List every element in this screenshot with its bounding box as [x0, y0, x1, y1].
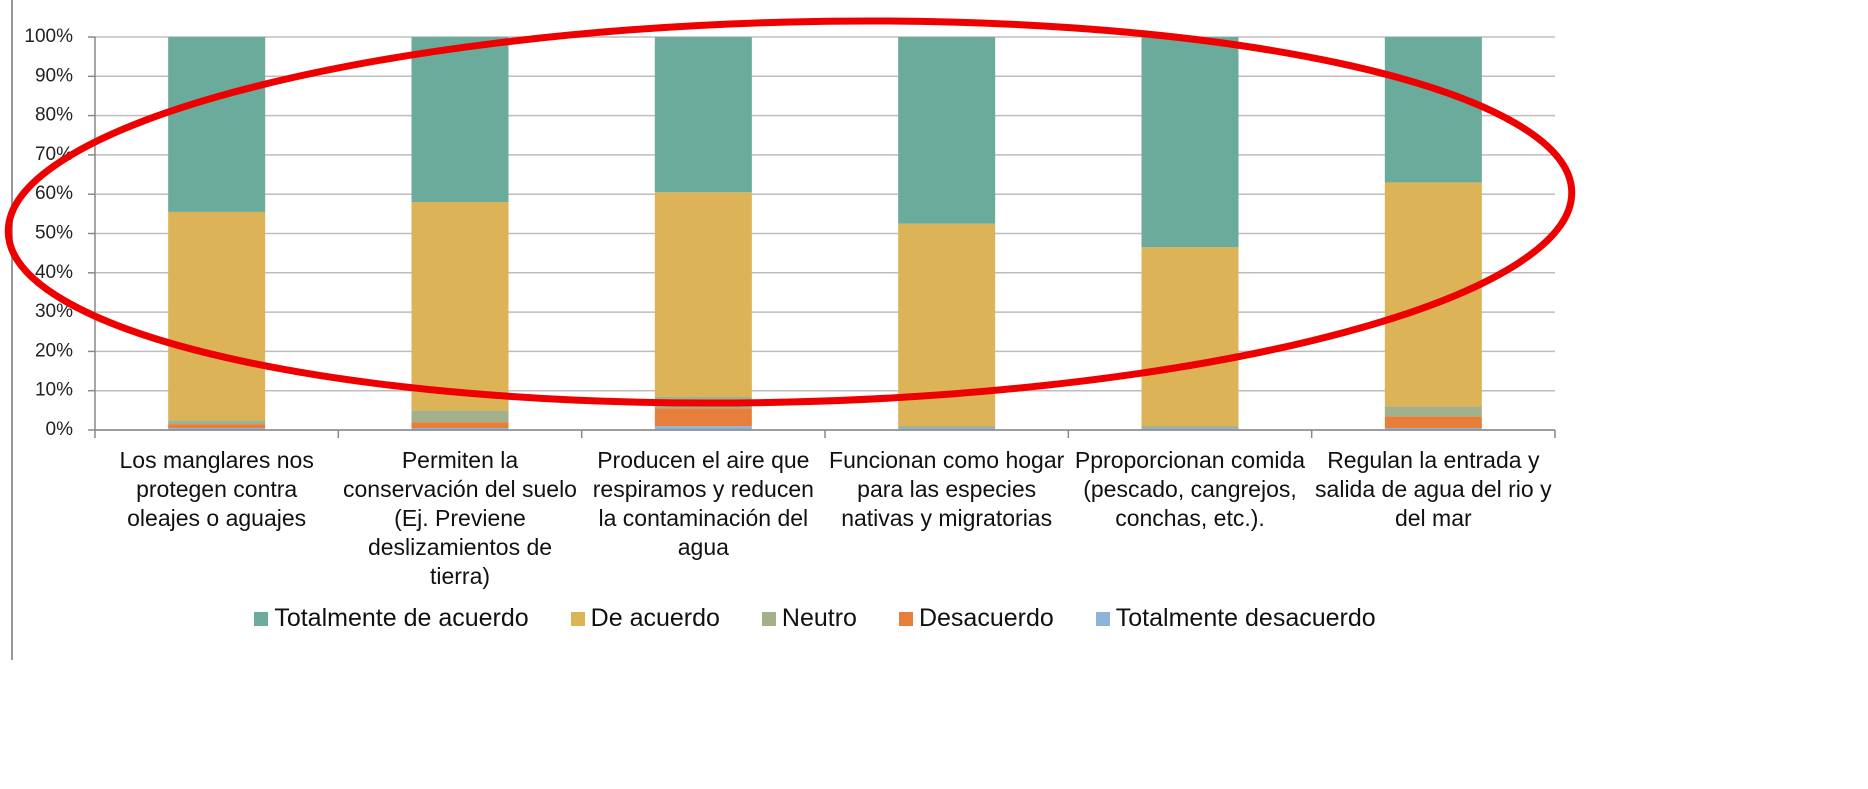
grid: [95, 36, 1555, 431]
x-tick-label: Funcionan como hogar para las especies n…: [829, 447, 1065, 531]
bar-segment: [168, 428, 266, 430]
x-tick-label: Permiten la conservación del suelo (Ej. …: [343, 447, 577, 589]
bar-segment: [411, 428, 509, 430]
y-tick-label: 40%: [35, 262, 73, 283]
y-tick-label: 60%: [35, 183, 73, 204]
y-tick-label: 70%: [35, 144, 73, 165]
bar-segment: [168, 420, 266, 425]
y-tick-label: 80%: [35, 105, 73, 126]
legend-swatch: [254, 611, 269, 626]
bar-segment: [654, 192, 752, 397]
legend: Totalmente de acuerdo De acuerdo Neutro Des…: [0, 604, 1630, 633]
legend-item: Neutro: [761, 604, 857, 633]
bar-segment: [411, 202, 509, 411]
bar-segment: [411, 37, 509, 203]
legend-swatch: [761, 611, 776, 626]
legend-label: De acuerdo: [590, 604, 720, 632]
x-tick-label: Regulan la entrada y salida de agua del …: [1315, 447, 1552, 531]
legend-swatch: [1095, 611, 1110, 626]
x-tick-label: Pproporcionan comida (pescado, cangrejos…: [1074, 447, 1306, 531]
y-tick-label: 50%: [35, 223, 73, 244]
bar-segment: [411, 410, 509, 423]
x-tick-label: Producen el aire que respiramos y reduce…: [592, 447, 814, 560]
bar-segment: [654, 408, 752, 427]
y-tick-label: 90%: [35, 65, 73, 86]
bar-segment: [898, 37, 996, 224]
legend-item: Desacuerdo: [898, 604, 1054, 633]
bar-segment: [1141, 426, 1239, 429]
legend-item: De acuerdo: [570, 604, 720, 633]
legend-label: Totalmente de acuerdo: [274, 604, 529, 632]
bar-segment: [1141, 37, 1239, 248]
y-tick-label: 30%: [35, 301, 73, 322]
y-tick-label: 100%: [24, 26, 73, 47]
bar-segment: [1384, 416, 1482, 429]
bar-segment: [1384, 182, 1482, 407]
x-tick-label: Los manglares nos protegen contra oleaje…: [119, 447, 314, 531]
bar-segment: [898, 223, 996, 427]
y-tick-label: 10%: [35, 380, 73, 401]
bar-segment: [1384, 406, 1482, 417]
legend-label: Neutro: [781, 604, 857, 632]
bar-segment: [654, 396, 752, 409]
y-tick-label: 0%: [46, 419, 74, 440]
legend-item: Totalmente desacuerdo: [1095, 604, 1376, 633]
legend-swatch: [570, 611, 585, 626]
bar-segment: [1141, 247, 1239, 427]
legend-swatch: [898, 611, 913, 626]
legend-label: Desacuerdo: [918, 604, 1054, 632]
bar-segment: [1384, 37, 1482, 183]
bar-segment: [654, 37, 752, 193]
bar-segment: [168, 211, 266, 421]
bar-segment: [1384, 428, 1482, 430]
legend-item: Totalmente de acuerdo: [254, 604, 529, 633]
bar-segment: [898, 426, 996, 429]
bar-segment: [168, 424, 266, 429]
bar-segment: [1141, 428, 1239, 430]
bar-segment: [411, 422, 509, 429]
bar-segment: [898, 428, 996, 430]
legend-label: Totalmente desacuerdo: [1115, 604, 1376, 632]
bar-segment: [654, 426, 752, 430]
y-tick-label: 20%: [35, 340, 73, 361]
bar-segment: [168, 37, 266, 212]
